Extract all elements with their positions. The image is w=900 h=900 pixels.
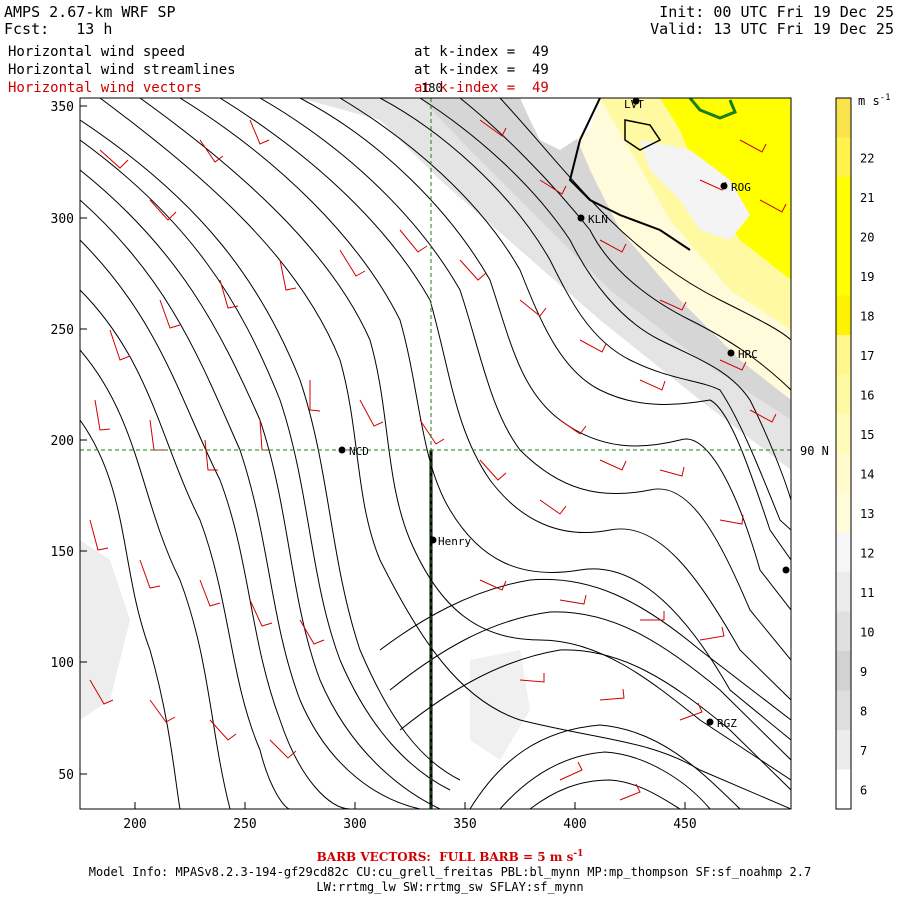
y-tick-label: 50: [58, 768, 74, 783]
station-markers: [338, 97, 790, 726]
station-dot-ncd: [338, 446, 346, 454]
colorbar-swatch-16: [836, 374, 851, 414]
colorbar-label-20: 20: [860, 230, 874, 244]
x-tick-label: 200: [123, 817, 146, 832]
field-label-streamlines: Horizontal wind streamlines: [8, 62, 236, 78]
station-dot-rgz: [706, 718, 714, 726]
colorbar-label-9: 9: [860, 665, 867, 679]
valid-time: Valid: 13 UTC Fri 19 Dec 25: [650, 20, 894, 38]
streamlines: [80, 98, 791, 809]
parallel-label: 90 N: [800, 444, 829, 458]
y-tick-label: 300: [51, 212, 74, 227]
colorbar-swatch-19: [836, 256, 851, 296]
model-info-physics: LW:rrtmg_lw SW:rrtmg_sw SFLAY:sf_mynn: [316, 880, 584, 894]
colorbar-label-17: 17: [860, 349, 874, 363]
y-tick-label: 250: [51, 323, 74, 338]
colorbar-label-18: 18: [860, 309, 874, 323]
x-tick-label: 350: [453, 817, 476, 832]
station-label-lvt: LVT: [624, 98, 644, 111]
station-label-hrc: HRC: [738, 348, 758, 361]
colorbar-label-19: 19: [860, 270, 874, 284]
station-label-rgz: RGZ: [717, 717, 737, 730]
station-label-ncd: NCD: [349, 445, 369, 458]
colorbar-label-12: 12: [860, 546, 874, 560]
station-dot-henry: [429, 536, 437, 544]
colorbar-frame: [835, 97, 852, 810]
colorbar-label-10: 10: [860, 625, 874, 639]
colorbar-swatch-7: [836, 730, 851, 770]
y-tick-label: 200: [51, 434, 74, 449]
barb-legend: BARB VECTORS: FULL BARB = 5 m s-1: [316, 849, 584, 864]
y-tick-label: 100: [51, 656, 74, 671]
station-label-henry: Henry: [438, 535, 471, 548]
field-level-vectors: at k-index = 49: [414, 80, 549, 96]
colorbar-swatch-11: [836, 572, 851, 612]
meridian-label: 180: [421, 81, 443, 95]
colorbar-swatch-10: [836, 611, 851, 651]
colorbar-swatch-17: [836, 335, 851, 375]
y-tick-label: 150: [51, 545, 74, 560]
colorbar-label-21: 21: [860, 191, 874, 205]
colorbar-label-6: 6: [860, 783, 867, 797]
colorbar-swatch-20: [836, 216, 851, 256]
colorbar-swatch-13: [836, 493, 851, 533]
y-tick-label: 350: [51, 100, 74, 115]
x-tick-label: 250: [233, 817, 256, 832]
colorbar-label-15: 15: [860, 428, 874, 442]
colorbar-label-13: 13: [860, 507, 874, 521]
station-dot-rog: [720, 182, 728, 190]
x-tick-label: 400: [563, 817, 586, 832]
station-dot-edge: [782, 566, 790, 574]
field-label-speed: Horizontal wind speed: [8, 44, 186, 60]
axis-ticks: [80, 105, 686, 809]
colorbar-label-11: 11: [860, 586, 874, 600]
wind-speed-fill: [80, 98, 791, 760]
colorbar-swatch-22: [836, 137, 851, 177]
colorbar: 22 21 20 19 18 17 16 15 14 13 12 11 10 9 8 7 6: [835, 97, 874, 810]
colorbar-swatch-21: [836, 177, 851, 217]
colorbar-swatch-18: [836, 295, 851, 335]
colorbar-swatch-23: [836, 98, 851, 138]
colorbar-label-22: 22: [860, 151, 874, 165]
station-label-kln: KLN: [588, 213, 608, 226]
model-info: Model Info: MPASv8.2.3-194-gf29cd82c CU:…: [88, 865, 812, 879]
field-level-speed: at k-index = 49: [414, 44, 549, 60]
colorbar-swatch-15: [836, 414, 851, 454]
init-time: Init: 00 UTC Fri 19 Dec 25: [659, 3, 894, 21]
field-level-streamlines: at k-index = 49: [414, 62, 549, 78]
plot-frame: [79, 97, 792, 810]
x-tick-label: 450: [673, 817, 696, 832]
station-label-rog: ROG: [731, 181, 751, 194]
colorbar-swatch-8: [836, 690, 851, 730]
model-title: AMPS 2.67-km WRF SP: [4, 3, 176, 21]
colorbar-units: m s-1: [858, 93, 891, 108]
colorbar-swatch-12: [836, 532, 851, 572]
station-dot-kln: [577, 214, 585, 222]
colorbar-label-7: 7: [860, 744, 867, 758]
colorbar-label-14: 14: [860, 467, 874, 481]
colorbar-swatch-9: [836, 651, 851, 691]
station-dot-lvt: [632, 97, 640, 105]
colorbar-label-16: 16: [860, 388, 874, 402]
colorbar-label-8: 8: [860, 704, 867, 718]
colorbar-swatch-14: [836, 453, 851, 493]
x-tick-label: 300: [343, 817, 366, 832]
station-dot-hrc: [727, 349, 735, 357]
field-label-vectors: Horizontal wind vectors: [8, 80, 202, 96]
forecast-hour: Fcst: 13 h: [4, 20, 113, 38]
colorbar-swatch-6: [836, 769, 851, 809]
